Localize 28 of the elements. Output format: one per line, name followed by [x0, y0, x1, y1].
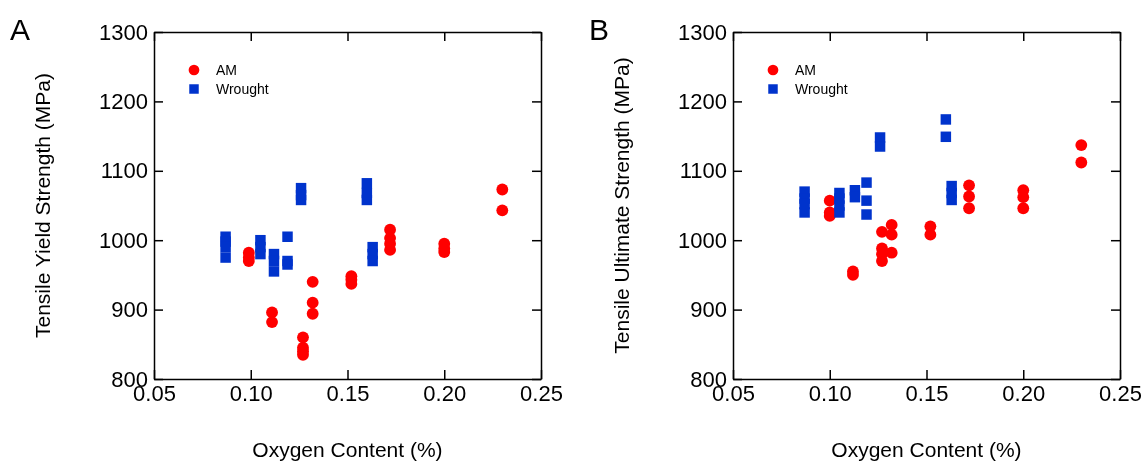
x-tick-label: 0.20: [1002, 380, 1046, 406]
legend-label: AM: [216, 62, 237, 78]
y-tick-label: 1000: [678, 227, 727, 253]
y-tick-label: 1300: [99, 19, 148, 45]
x-tick-label: 0.10: [229, 380, 273, 406]
x-tick-label: 0.25: [520, 380, 563, 406]
y-tick-label: 900: [111, 297, 148, 323]
x-tick-label: 0.15: [326, 380, 370, 406]
text: B: [589, 13, 610, 46]
y-tick-label: 1100: [679, 158, 727, 184]
x-tick-label: 0.25: [1099, 380, 1142, 406]
y-tick-label: 1100: [100, 158, 148, 184]
x-axis-title: Oxygen Content (%): [252, 438, 443, 461]
x-tick-label: 0.20: [423, 380, 467, 406]
y-tick-label: 1200: [678, 88, 727, 114]
legend-label: AM: [795, 62, 816, 78]
x-axis-title: Oxygen Content (%): [831, 438, 1022, 461]
y-axis-title: Tensile Yield Strength (MPa): [31, 73, 54, 338]
y-tick-label: 1300: [678, 19, 727, 45]
y-axis-title: Tensile Ultimate Strength (MPa): [610, 57, 633, 354]
y-tick-label: 1000: [99, 227, 148, 253]
x-tick-label: 0.15: [905, 380, 949, 406]
x-tick-label: 0.10: [808, 380, 852, 406]
text: A: [10, 13, 31, 46]
y-tick-label: 1200: [99, 88, 148, 114]
y-tick-label: 900: [690, 297, 727, 323]
legend-label: Wrought: [216, 81, 269, 97]
legend-label: Wrought: [795, 81, 848, 97]
